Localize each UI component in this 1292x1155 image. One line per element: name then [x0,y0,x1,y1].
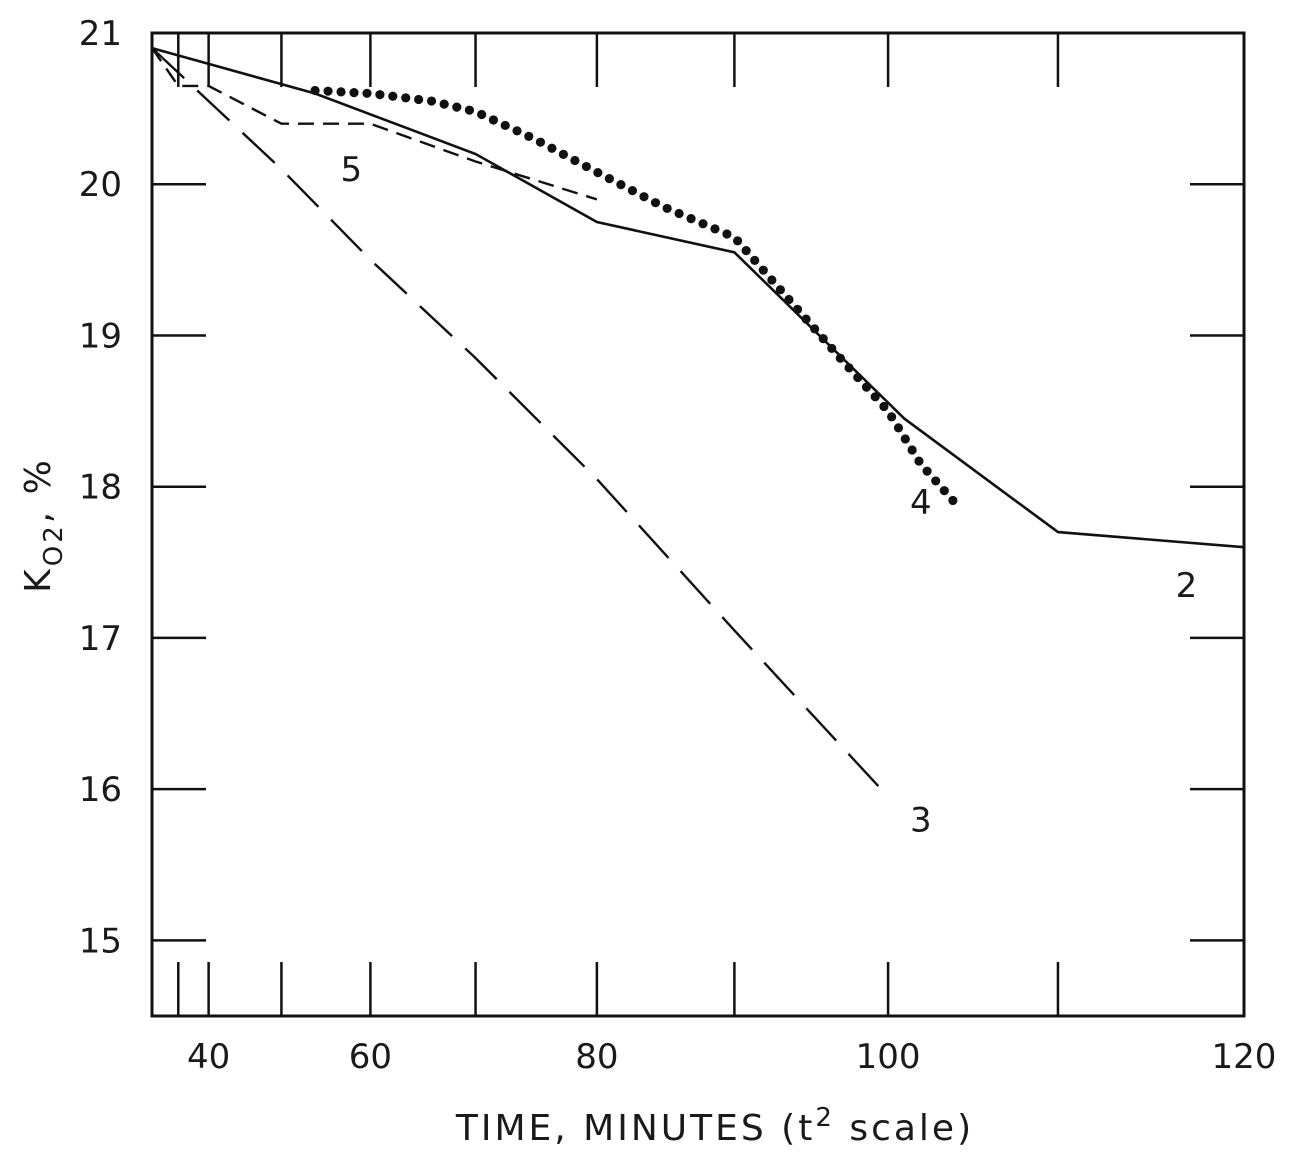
x-tick-label: 120 [1212,1037,1277,1077]
series-4-point [722,229,732,239]
series-4-point [879,401,889,412]
y-tick-label: 18 [79,468,122,508]
series-4-point [758,265,768,275]
y-axis-title: KO2, % [18,457,69,593]
y-tick-label: 21 [79,14,122,54]
series-4-point [784,294,794,305]
series-4-point [616,180,626,190]
series-4-point [362,88,372,98]
plot-frame [150,31,1246,1018]
series-4-point [535,137,546,147]
series-4-point [547,143,557,153]
y-tick-label: 16 [79,770,122,810]
series-4-point [593,168,603,178]
curve-labels: 2 3 4 5 [340,150,1197,840]
series-4-dots [310,85,958,506]
series-3-line [151,47,889,798]
series-4-point [710,224,720,234]
series-4-point [750,255,760,265]
series-2-line [151,46,1245,549]
series-4-point [604,174,614,184]
series-4-point [870,392,880,402]
y-axis-title-subscript: O2 [39,523,69,566]
series-4-point [570,155,580,166]
series-4-point [835,353,845,363]
series-4-point [827,343,837,354]
series-4-point [310,85,320,96]
series-4-point [844,363,854,373]
series-4-point [767,275,777,285]
series-4-point [853,372,863,383]
y-axis-title-unit: , % [18,457,59,523]
series-4-point [488,115,499,125]
series-4-point [686,214,696,224]
series-4-point [674,208,684,219]
x-tick-label: 80 [575,1037,618,1077]
series-4-point [464,105,475,115]
data-series [151,46,1245,798]
series-5-line [151,47,598,201]
series-4-point [512,126,522,136]
series-4-point [581,161,591,172]
series-4-point [414,94,424,105]
y-tick-label: 17 [79,619,122,659]
x-tick-label: 60 [349,1037,392,1077]
series-4-point [900,434,910,444]
series-4-point [893,423,904,433]
curve-label-2: 2 [1176,566,1198,606]
series-4-point [887,412,897,422]
y-tick-labels: 15 16 17 18 19 20 21 [79,14,122,961]
series-4-point [861,382,872,392]
x-tick-labels: 40 60 80 100 120 [187,1037,1276,1077]
series-4-point [336,87,346,97]
x-axis-title-superscript: 2 [815,1103,835,1133]
series-4-point [452,102,462,112]
curve-label-3: 3 [910,800,932,840]
y-axis-title-main: K [18,566,59,593]
curve-label-5: 5 [340,150,362,190]
curve-label-4: 4 [910,483,932,523]
x-axis-title-tail: scale) [835,1108,974,1149]
series-4-point [650,198,661,208]
series-4-point [323,86,333,96]
series-4-point [375,90,385,100]
series-4-point [439,99,449,109]
series-4-point [907,445,917,455]
series-4-point [733,236,743,246]
series-4-point [922,466,932,476]
series-4-point [349,87,359,98]
series-4-point [914,456,924,466]
series-4-point [558,149,569,159]
y-tick-label: 20 [79,165,122,205]
series-4-point [698,219,708,229]
series-4-point [426,96,437,106]
series-4-point [810,324,820,334]
series-4-point [948,495,958,506]
y-tick-label: 19 [79,316,122,356]
series-4-point [792,304,803,314]
series-4-point [818,334,828,344]
series-4-point [801,314,811,324]
series-4-point [662,203,672,214]
series-4-point [627,186,638,196]
series-4-point [477,109,487,120]
axis-ticks [152,31,1244,1016]
series-4-point [939,486,949,496]
x-tick-label: 100 [856,1037,921,1077]
x-axis-title: TIME, MINUTES (t2 scale) [455,1103,974,1149]
x-axis-title-main: TIME, MINUTES (t [455,1108,815,1149]
series-4-point [388,91,398,101]
series-4-point [741,246,751,256]
series-4-point [639,192,649,202]
series-4-point [524,131,534,141]
series-4-point [931,476,941,486]
series-4-point [500,120,510,131]
series-4-point [401,93,411,103]
x-tick-label: 40 [187,1037,230,1077]
y-tick-label: 15 [79,921,122,961]
series-4-point [775,285,785,295]
